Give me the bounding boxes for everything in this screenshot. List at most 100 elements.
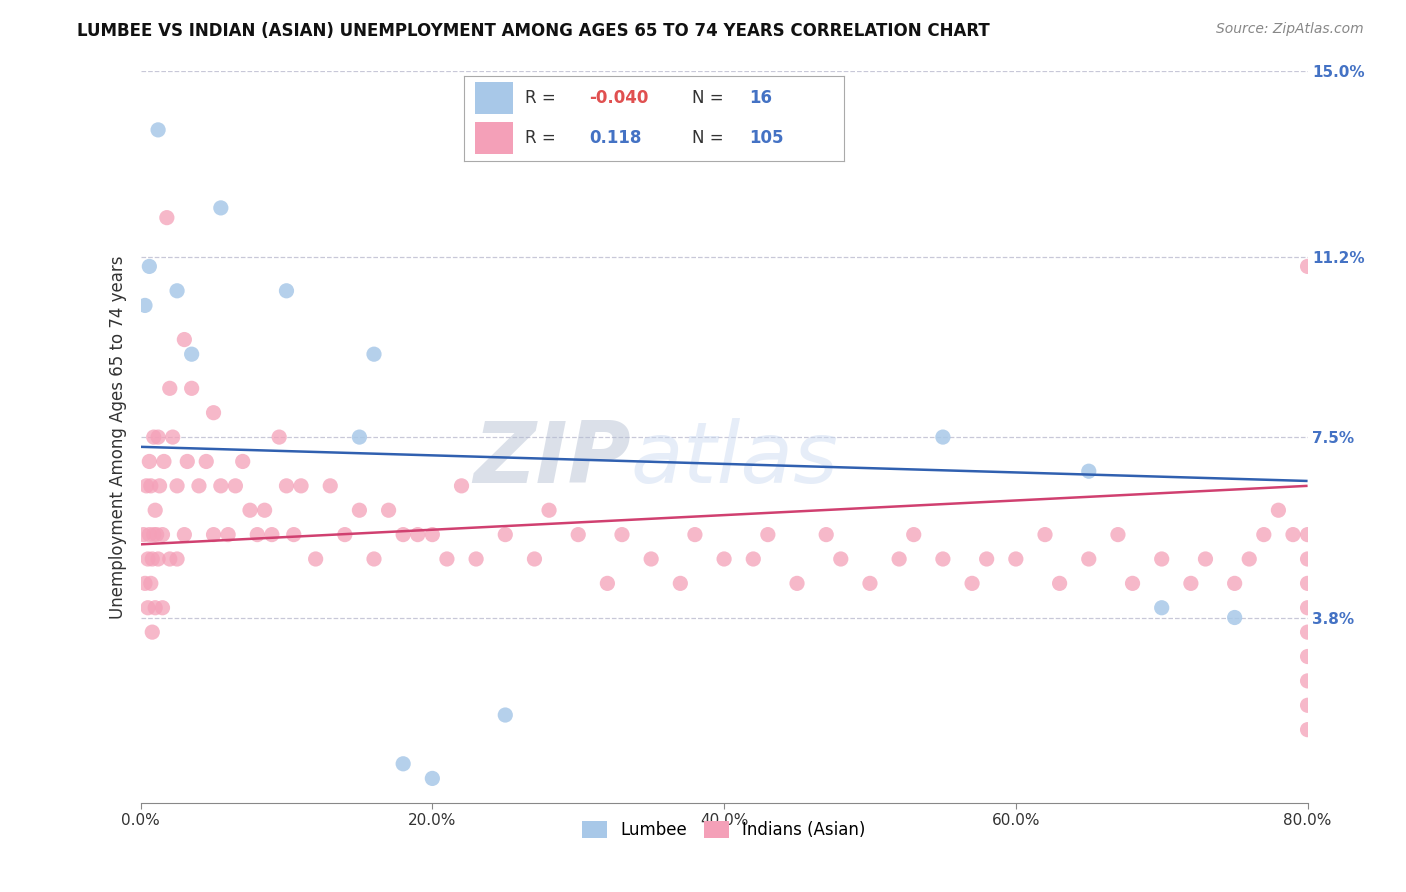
Text: R =: R = xyxy=(524,128,561,146)
Point xyxy=(143,503,166,517)
Point xyxy=(406,527,429,541)
Point xyxy=(1296,576,1319,591)
Point xyxy=(567,527,589,541)
Point xyxy=(538,503,561,517)
Point xyxy=(188,479,211,493)
Point xyxy=(1077,464,1099,478)
Point xyxy=(156,211,179,225)
Point xyxy=(1223,576,1246,591)
Point xyxy=(436,552,458,566)
Point xyxy=(166,552,188,566)
Text: -0.040: -0.040 xyxy=(589,89,648,107)
Point xyxy=(756,527,779,541)
Point xyxy=(932,430,955,444)
Point xyxy=(195,454,218,468)
Point xyxy=(319,479,342,493)
Point xyxy=(152,527,174,541)
Point xyxy=(640,552,662,566)
Point xyxy=(145,527,167,541)
FancyBboxPatch shape xyxy=(475,121,513,153)
Point xyxy=(349,430,371,444)
Point xyxy=(1239,552,1261,566)
Point xyxy=(596,576,619,591)
Point xyxy=(209,479,232,493)
Point xyxy=(713,552,735,566)
Point xyxy=(173,527,195,541)
Point xyxy=(180,381,202,395)
Point xyxy=(1180,576,1202,591)
Point xyxy=(494,527,516,541)
Point xyxy=(152,600,174,615)
Point xyxy=(146,123,169,137)
Point xyxy=(1296,260,1319,274)
Point xyxy=(1296,625,1319,640)
Point xyxy=(1107,527,1129,541)
Point xyxy=(786,576,808,591)
Point xyxy=(1296,552,1319,566)
Point xyxy=(146,552,169,566)
Point xyxy=(159,552,181,566)
Point xyxy=(1296,649,1319,664)
Point xyxy=(224,479,246,493)
Text: LUMBEE VS INDIAN (ASIAN) UNEMPLOYMENT AMONG AGES 65 TO 74 YEARS CORRELATION CHAR: LUMBEE VS INDIAN (ASIAN) UNEMPLOYMENT AM… xyxy=(77,22,990,40)
Point xyxy=(283,527,305,541)
Point xyxy=(276,479,298,493)
Point xyxy=(132,527,155,541)
Point xyxy=(146,430,169,444)
Point xyxy=(136,552,159,566)
Point xyxy=(1049,576,1071,591)
Point xyxy=(138,260,160,274)
Point xyxy=(1296,698,1319,713)
Point xyxy=(1296,673,1319,688)
Point xyxy=(523,552,546,566)
Point xyxy=(1296,600,1319,615)
Text: Source: ZipAtlas.com: Source: ZipAtlas.com xyxy=(1216,22,1364,37)
Text: 105: 105 xyxy=(749,128,783,146)
Point xyxy=(138,527,160,541)
Point xyxy=(166,479,188,493)
Point xyxy=(1033,527,1056,541)
Point xyxy=(138,454,160,468)
Text: ZIP: ZIP xyxy=(472,417,631,500)
Point xyxy=(889,552,911,566)
Point xyxy=(422,772,444,786)
Point xyxy=(392,756,415,771)
Text: 0.118: 0.118 xyxy=(589,128,641,146)
Point xyxy=(176,454,198,468)
Point xyxy=(134,576,156,591)
Point xyxy=(173,333,195,347)
Legend: Lumbee, Indians (Asian): Lumbee, Indians (Asian) xyxy=(575,814,873,846)
Point xyxy=(1296,723,1319,737)
Point xyxy=(202,527,225,541)
Point xyxy=(830,552,852,566)
Point xyxy=(239,503,262,517)
Point xyxy=(143,600,166,615)
Point xyxy=(139,479,162,493)
Point xyxy=(610,527,633,541)
Point xyxy=(166,284,188,298)
Point xyxy=(139,576,162,591)
Point xyxy=(903,527,925,541)
Point xyxy=(269,430,291,444)
Point xyxy=(1077,552,1099,566)
Point xyxy=(1253,527,1275,541)
Point xyxy=(142,430,165,444)
Point xyxy=(141,625,163,640)
Point xyxy=(742,552,765,566)
Point xyxy=(232,454,254,468)
Point xyxy=(1282,527,1305,541)
Point xyxy=(162,430,184,444)
Point xyxy=(142,527,165,541)
Point xyxy=(1223,610,1246,624)
Text: 16: 16 xyxy=(749,89,772,107)
Point xyxy=(1194,552,1216,566)
Point xyxy=(202,406,225,420)
Point xyxy=(153,454,176,468)
Point xyxy=(1267,503,1289,517)
Point xyxy=(134,298,156,312)
Text: R =: R = xyxy=(524,89,561,107)
Point xyxy=(260,527,283,541)
Point xyxy=(363,347,385,361)
Point xyxy=(976,552,998,566)
Point xyxy=(932,552,955,566)
